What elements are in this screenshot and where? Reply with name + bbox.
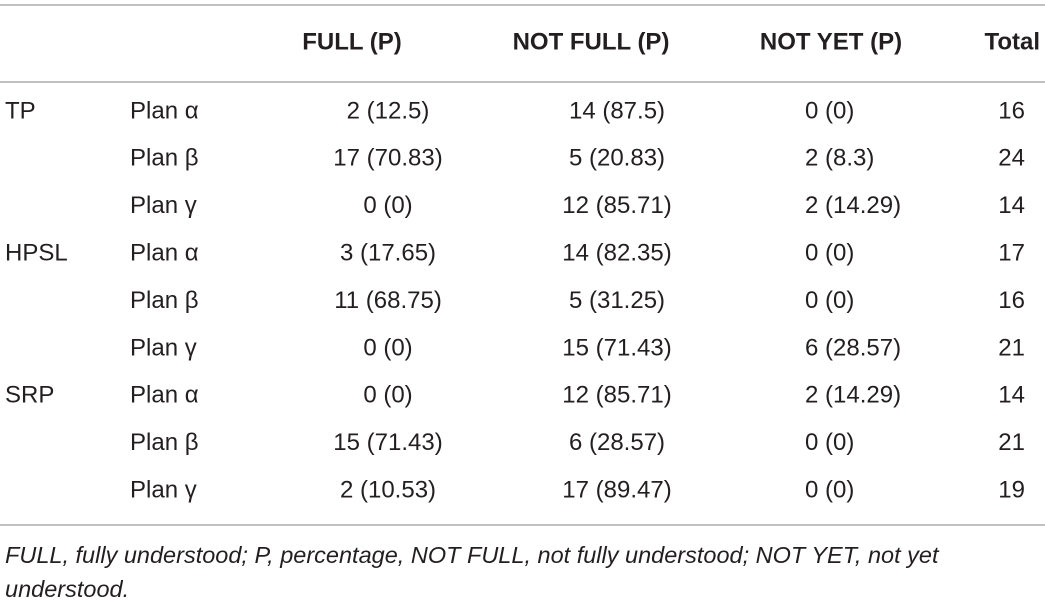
cell: 2 (8.3) [805,145,874,172]
plan-label: Plan α [130,240,199,267]
column-header: NOT YET (P) [760,28,902,55]
cell: 14 [998,382,1025,409]
plan-label: Plan γ [130,192,197,219]
cell: 0 (0) [805,97,854,124]
cell: 11 (68.75) [334,287,442,314]
cell: 17 [998,240,1025,267]
group-label: TP [5,97,36,124]
cell: 21 [998,334,1025,361]
cell: 2 (14.29) [805,192,901,219]
column-header: FULL (P) [302,28,402,55]
cell: 21 [998,429,1025,456]
column-header: Total [984,28,1040,55]
plan-label: Plan β [130,429,199,456]
cell: 14 [998,192,1025,219]
cell: 0 (0) [805,477,854,504]
plan-label: Plan β [130,287,199,314]
plan-label: Plan γ [130,334,197,361]
cell: 0 (0) [805,287,854,314]
group-label: HPSL [5,240,68,267]
cell: 15 (71.43) [562,334,671,361]
cell: 6 (28.57) [569,429,665,456]
plan-label: Plan γ [130,477,197,504]
cell: 16 [998,97,1025,124]
cell: 12 (85.71) [562,192,671,219]
cell: 5 (20.83) [569,145,665,172]
cell: 2 (12.5) [347,97,430,124]
cell: 17 (89.47) [562,477,671,504]
footnote: FULL, fully understood; P, percentage, N… [5,542,939,602]
cell: 17 (70.83) [333,145,442,172]
cell: 14 (87.5) [569,97,665,124]
cell: 14 (82.35) [562,240,671,267]
cell: 0 (0) [363,192,412,219]
cell: 0 (0) [363,382,412,409]
cell: 19 [998,477,1025,504]
cell: 6 (28.57) [805,334,901,361]
table: FULL (P) NOT FULL (P) NOT YET (P) Total TP Pl… [0,4,1045,526]
column-header: NOT FULL (P) [513,28,670,55]
cell: 16 [998,287,1025,314]
cell: 0 (0) [805,429,854,456]
cell: 0 (0) [805,240,854,267]
cell: 2 (14.29) [805,382,901,409]
plan-label: Plan α [130,382,199,409]
cell: 24 [998,145,1025,172]
cell: 12 (85.71) [562,382,671,409]
group-label: SRP [5,382,54,409]
cell: 5 (31.25) [569,287,665,314]
cell: 3 (17.65) [340,240,436,267]
plan-label: Plan α [130,97,199,124]
cell: 0 (0) [363,334,412,361]
cell: 15 (71.43) [333,429,442,456]
plan-label: Plan β [130,145,199,172]
cell: 2 (10.53) [340,477,436,504]
